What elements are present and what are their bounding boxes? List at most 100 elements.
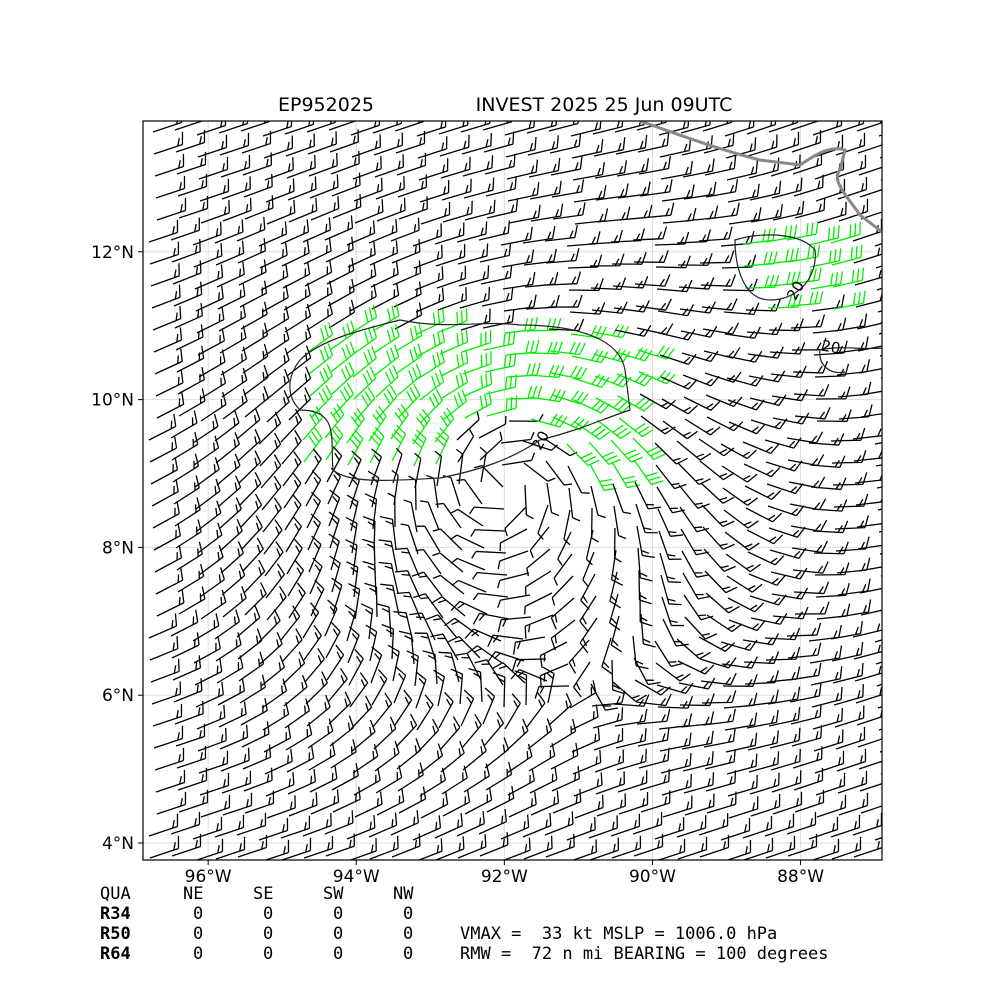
wind-barb (222, 585, 247, 618)
wind-barb (328, 299, 356, 329)
wind-barb (282, 451, 302, 487)
wind-barb (748, 157, 780, 179)
wind-barb (677, 836, 708, 860)
table-cell: 0 (403, 924, 413, 944)
wind-barb (698, 438, 735, 457)
wind-barb (858, 566, 882, 572)
wind-barb (214, 219, 244, 244)
wind-barb (611, 659, 626, 695)
wind-barb (287, 366, 312, 399)
wind-barb (196, 704, 226, 730)
wind-barb (485, 761, 513, 791)
wind-barb (346, 220, 376, 246)
wind-barb (572, 749, 602, 775)
wind-barb (262, 701, 290, 731)
wind-barb (522, 812, 552, 838)
wind-barb (240, 121, 271, 132)
wind-barb (346, 561, 359, 598)
wind-barb (655, 662, 691, 682)
wind-barb (611, 461, 641, 489)
wind-barb (482, 687, 496, 725)
wind-barb (325, 621, 341, 659)
wind-barb (196, 121, 227, 136)
wind-barb (330, 739, 357, 769)
wind-barb (610, 439, 643, 463)
wind-barb (173, 281, 203, 307)
wind-barb (485, 176, 517, 197)
wind-barb (193, 635, 221, 664)
wind-barb (360, 603, 374, 640)
wind-barb (633, 250, 669, 263)
wind-barb (788, 267, 822, 285)
wind-barb (462, 351, 492, 375)
table-header: SW (323, 884, 344, 904)
wind-barb (636, 525, 655, 558)
wind-barb (809, 248, 842, 268)
wind-barb (830, 221, 861, 244)
y-tick-label: 6°N (102, 686, 134, 706)
wind-barb (149, 241, 180, 265)
wind-barb (148, 219, 179, 243)
wind-barb (508, 791, 537, 818)
wind-barb (483, 331, 516, 351)
wind-barb (704, 749, 736, 770)
wind-barb (434, 427, 450, 465)
wind-barb (394, 689, 413, 726)
wind-barb (288, 197, 318, 223)
wind-barb (745, 507, 783, 523)
wind-barb (834, 313, 868, 332)
wind-barb (332, 194, 362, 219)
wind-barb (308, 535, 322, 573)
wind-barb (790, 519, 828, 532)
wind-barb (352, 156, 382, 180)
wind-barb (485, 374, 518, 395)
wind-barb (858, 166, 882, 176)
wind-barb (170, 609, 199, 637)
wind-barb (570, 325, 607, 339)
wind-barb (638, 747, 670, 769)
wind-barb (528, 364, 565, 379)
wind-barb (676, 440, 712, 461)
wind-barb (526, 121, 557, 134)
wind-barb (524, 484, 534, 520)
wind-barb (154, 348, 183, 375)
wind-barb (510, 668, 548, 682)
table-header: SE (253, 884, 273, 904)
row-label: R34 (100, 904, 131, 924)
wind-barb (462, 738, 487, 771)
wind-barb (860, 413, 882, 418)
wind-barb (365, 624, 378, 662)
wind-barb (529, 526, 550, 559)
wind-barb (838, 198, 869, 222)
wind-barb (472, 612, 510, 625)
wind-barb (878, 134, 882, 137)
wind-barb (216, 655, 244, 684)
wind-barb (374, 154, 404, 178)
wind-barb (551, 766, 581, 792)
wind-barb (175, 519, 202, 549)
wind-barb (398, 383, 421, 418)
wind-barb (344, 604, 357, 642)
wind-barb (262, 305, 290, 335)
wind-barb (574, 421, 611, 440)
wind-barb (281, 837, 312, 860)
x-tick-label: 90°W (629, 867, 676, 887)
table-header: NW (393, 884, 414, 904)
wind-barb (237, 428, 261, 462)
wind-barb (483, 712, 505, 747)
wind-barb (497, 616, 532, 633)
wind-barb (265, 368, 290, 401)
wind-barb (415, 548, 442, 575)
wind-barb (439, 329, 469, 355)
wind-barb (791, 337, 827, 351)
wind-barb (177, 563, 205, 593)
wind-barb (217, 283, 246, 310)
wind-barb (500, 431, 535, 444)
wind-barb (463, 177, 495, 199)
wind-barb (787, 244, 821, 263)
wind-barb (838, 792, 869, 816)
wind-barb (772, 412, 810, 425)
wind-barb (768, 706, 801, 727)
wind-barb (221, 770, 252, 794)
wind-barb (390, 403, 409, 440)
